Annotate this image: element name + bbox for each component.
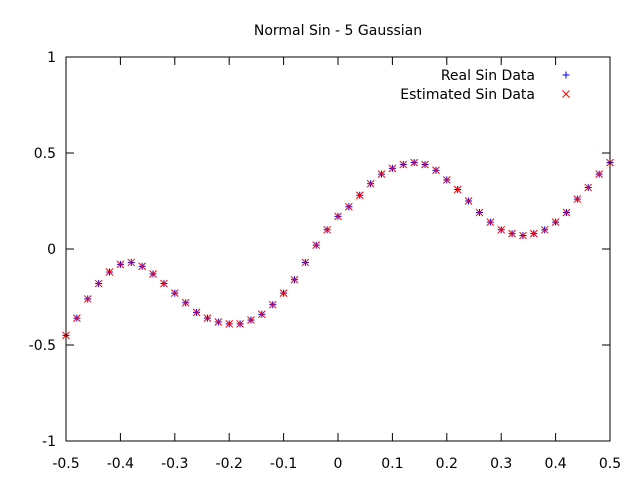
y-tick-label: -0.5 [29,338,56,354]
data-point-estimated-sin-data [399,160,408,169]
x-tick-label: 0 [334,456,343,472]
x-tick-label: 0.2 [436,456,458,472]
data-point-estimated-sin-data [192,308,201,317]
data-point-estimated-sin-data [214,318,223,326]
data-point-estimated-sin-data [355,191,364,200]
data-point-estimated-sin-data [116,260,125,269]
legend: Real Sin Data Estimated Sin Data [400,68,570,103]
data-point-estimated-sin-data [584,183,593,192]
data-point-estimated-sin-data [149,270,157,278]
data-point-estimated-sin-data [562,208,571,217]
data-point-estimated-sin-data [181,298,190,307]
data-point-estimated-sin-data [170,289,179,298]
x-tick-label: -0.5 [52,456,79,472]
data-point-estimated-sin-data [236,320,244,328]
y-tick-label: -1 [42,434,56,450]
x-tick-label: 0.5 [599,456,621,472]
data-point-estimated-sin-data [268,300,277,309]
data-point-estimated-sin-data [508,229,516,238]
data-points-layer [62,158,614,340]
data-point-estimated-sin-data [138,262,147,271]
legend-marker-real-sin-data [562,71,570,79]
data-point-estimated-sin-data [551,218,560,226]
data-point-estimated-sin-data [257,310,266,319]
data-point-estimated-sin-data [388,164,397,173]
legend-plus-icon [562,71,570,79]
y-tick-label: 1 [47,50,56,66]
data-point-estimated-sin-data [225,320,234,328]
data-point-estimated-sin-data [497,225,506,234]
data-point-estimated-sin-data [475,208,484,217]
data-point-estimated-sin-data [160,279,168,288]
legend-label-estimated-sin-data: Estimated Sin Data [400,87,535,103]
data-point-estimated-sin-data [595,170,603,178]
data-point-estimated-sin-data [377,170,386,178]
data-point-estimated-sin-data [83,295,92,303]
data-point-estimated-sin-data [323,225,331,234]
data-point-estimated-sin-data [301,258,310,267]
data-point-estimated-sin-data [203,314,212,322]
data-point-estimated-sin-data [432,166,440,175]
x-tick-label: -0.2 [216,456,243,472]
data-point-estimated-sin-data [345,202,353,211]
x-tick-label: -0.3 [161,456,188,472]
data-point-estimated-sin-data [573,195,582,203]
data-point-estimated-sin-data [410,158,419,167]
legend-marker-estimated-sin-data [562,90,570,98]
data-point-estimated-sin-data [442,176,451,184]
data-point-estimated-sin-data [529,229,538,238]
data-point-estimated-sin-data [105,268,114,276]
data-point-estimated-sin-data [486,218,495,226]
plot-area-frame [65,56,611,442]
data-point-estimated-sin-data [94,279,103,288]
data-point-estimated-sin-data [519,231,527,240]
data-point-estimated-sin-data [312,241,321,250]
legend-cross-icon [562,90,570,98]
data-point-estimated-sin-data [421,160,429,169]
axes-layer: -0.5 -0.4 -0.3 -0.2 -0.1 0 0.1 0.2 0.3 0.4 0.5 -1 -0… [29,50,621,472]
data-point-estimated-sin-data [366,179,375,188]
x-tick-label: 0.3 [490,456,512,472]
data-point-estimated-sin-data [127,258,136,267]
data-point-estimated-sin-data [464,197,473,205]
legend-label-real-sin-data: Real Sin Data [441,68,535,84]
data-point-estimated-sin-data [290,275,299,284]
data-point-estimated-sin-data [279,289,288,298]
data-point-estimated-sin-data [453,185,462,194]
x-tick-label: -0.4 [107,456,134,472]
y-tick-label: 0.5 [34,146,56,162]
data-point-estimated-sin-data [540,225,549,234]
data-point-estimated-sin-data [334,212,342,221]
data-point-estimated-sin-data [247,316,255,324]
x-tick-label: 0.4 [544,456,566,472]
data-point-estimated-sin-data [73,314,81,322]
x-tick-label: -0.1 [270,456,297,472]
x-tick-label: 0.1 [381,456,403,472]
y-tick-label: 0 [47,242,56,258]
chart-title: Normal Sin - 5 Gaussian [254,23,422,39]
